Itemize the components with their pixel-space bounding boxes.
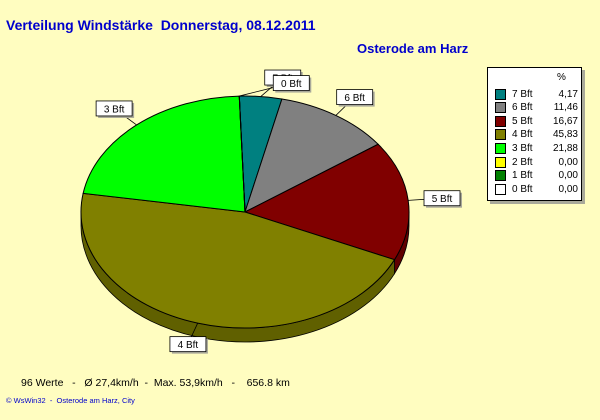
slice-label-3-bft: 3 Bft <box>104 104 125 115</box>
legend-value-7-bft: 4,17 <box>558 88 578 100</box>
slice-label-box-6-bft <box>336 89 374 106</box>
legend-label-7-bft: 7 Bft <box>512 88 533 100</box>
legend-label-0-bft: 0 Bft <box>512 183 533 195</box>
legend-header: % <box>557 72 566 83</box>
legend-label-6-bft: 6 Bft <box>512 102 533 114</box>
legend-value-0-bft: 0,00 <box>558 183 578 195</box>
legend-label-3-bft: 3 Bft <box>512 142 533 154</box>
legend-item-5-bft: 5 Bft 16,67 <box>495 115 578 127</box>
legend-label-2-bft: 2 Bft <box>512 156 533 168</box>
legend-swatch-7-bft <box>495 88 506 100</box>
slice-label-5-bft: 5 Bft <box>432 194 453 205</box>
legend-swatch-1-bft <box>495 170 506 182</box>
legend-item-3-bft: 3 Bft 21,88 <box>495 142 578 154</box>
legend-value-1-bft: 0,00 <box>558 170 578 182</box>
pie-slice-4-bft <box>80 192 396 329</box>
legend-swatch-2-bft <box>495 156 506 168</box>
slice-label-4-bft: 4 Bft <box>178 340 199 351</box>
legend-swatch-5-bft <box>495 115 506 127</box>
legend-item-2-bft: 2 Bft 0,00 <box>495 156 578 168</box>
legend-label-5-bft: 5 Bft <box>512 115 533 127</box>
legend-item-1-bft: 1 Bft 0,00 <box>495 170 578 182</box>
legend-value-5-bft: 16,67 <box>552 115 578 127</box>
legend-value-4-bft: 45,83 <box>552 129 578 141</box>
slice-label-0-bft: 0 Bft <box>281 79 302 90</box>
slice-label-box-5-bft <box>423 190 461 207</box>
legend-item-0-bft: 0 Bft 0,00 <box>495 183 578 195</box>
statistics-line: 96 Werte - Ø 27,4km/h - Max. 53,9km/h - … <box>21 377 290 389</box>
legend: % 7 Bft 4,17 6 Bft 11,46 5 Bft 16,67 4 Bft 45,8… <box>487 67 582 201</box>
pie-slice-0-bft <box>238 96 246 213</box>
legend-item-7-bft: 7 Bft 4,17 <box>495 88 578 100</box>
slice-label-box-3-bft <box>95 100 133 117</box>
legend-swatch-3-bft <box>495 142 506 154</box>
slice-label-box-0-bft <box>272 75 310 91</box>
legend-label-4-bft: 4 Bft <box>512 129 533 141</box>
legend-swatch-4-bft <box>495 129 506 141</box>
pie-slice-5-bft <box>243 143 410 261</box>
credit-line: © WsWin32 - Osterode am Harz, City <box>6 396 135 405</box>
legend-item-6-bft: 6 Bft 11,46 <box>495 102 578 114</box>
legend-value-6-bft: 11,46 <box>553 102 578 114</box>
legend-value-3-bft: 21,88 <box>552 142 578 154</box>
chart-title: Verteilung Windstärke Donnerstag, 08.12.… <box>6 17 316 33</box>
slice-label-6-bft: 6 Bft <box>344 93 365 104</box>
legend-swatch-6-bft <box>495 102 506 114</box>
slice-label-box-4-bft <box>169 336 207 353</box>
legend-item-4-bft: 4 Bft 45,83 <box>495 129 578 141</box>
chart-subtitle: Osterode am Harz <box>357 41 469 56</box>
legend-swatch-0-bft <box>495 183 506 195</box>
legend-value-2-bft: 0,00 <box>558 156 578 168</box>
legend-label-1-bft: 1 Bft <box>512 170 533 182</box>
